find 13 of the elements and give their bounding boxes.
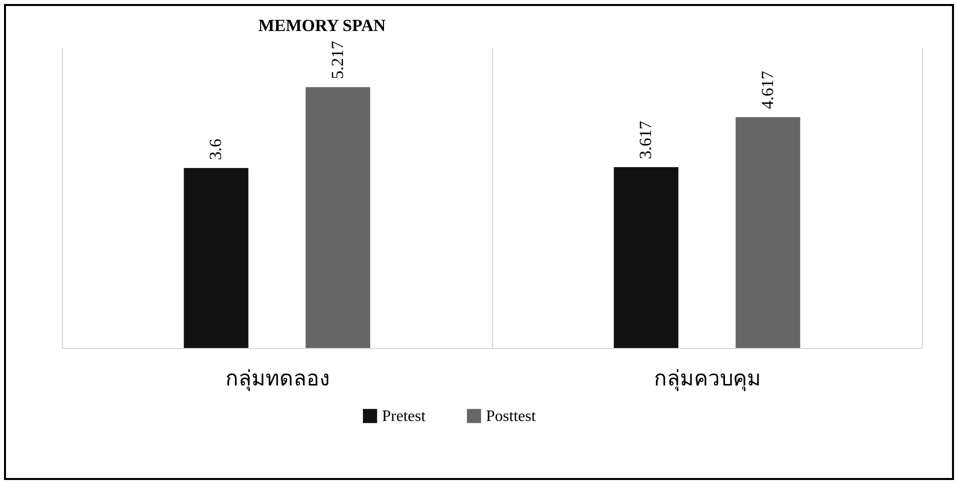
data-label: 3.617 [636,120,656,160]
data-label: 4.617 [758,70,777,110]
data-label: 5.217 [328,40,347,80]
bar [306,87,370,348]
bar [736,117,800,348]
legend-label: Pretest [382,408,426,425]
bar [614,167,678,348]
data-label: 3.6 [206,138,226,160]
legend-label: Posttest [486,408,536,425]
bar [184,168,248,348]
x-tick-label: กลุ่มทดลอง [226,366,330,392]
x-tick-label: กลุ่มควบคุม [654,366,761,392]
chart-title: MEMORY SPAN [258,16,386,35]
